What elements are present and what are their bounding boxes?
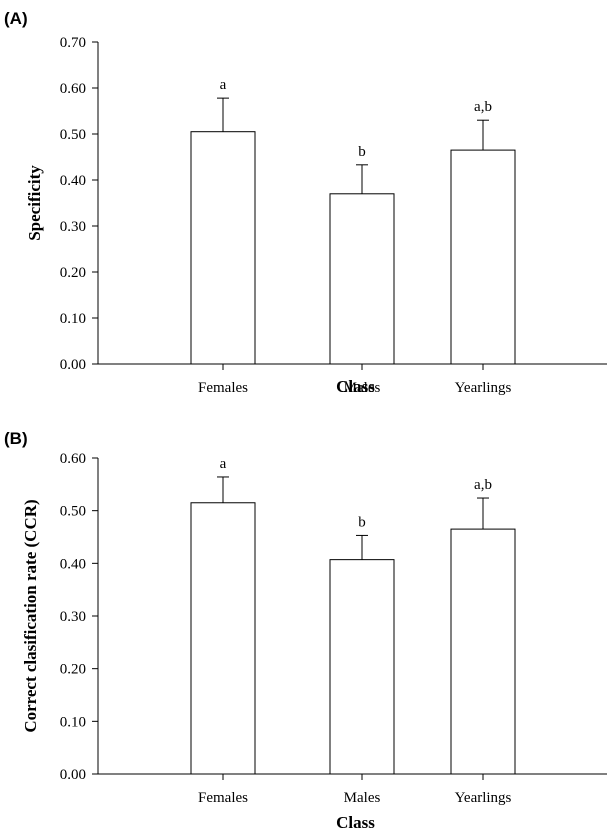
- y-tick-label: 0.30: [60, 219, 86, 235]
- x-tick-label: Females: [198, 380, 248, 396]
- panel-b-ccr-chart: (B) 0.00 0.10 0.20 0.30 0.40 0.50 0.60 a Females b…: [4, 429, 607, 832]
- y-tick-label: 0.70: [60, 35, 86, 51]
- y-tick-label: 0.20: [60, 265, 86, 281]
- x-tick-label: Yearlings: [455, 790, 512, 806]
- x-tick-label: Males: [344, 380, 381, 396]
- bar-females: [190, 131, 256, 365]
- bar-yearlings: [450, 528, 516, 775]
- panel-a-specificity-chart: (A) 0.00 0.10 0.20 0.30 0.40 0.50 0.60 0.70 a Fema…: [4, 9, 607, 396]
- x-tick-label: Females: [198, 790, 248, 806]
- x-axis-title: Class: [336, 377, 375, 396]
- y-tick-label: 0.50: [60, 127, 86, 143]
- significance-label: a: [220, 77, 227, 93]
- y-tick-label: 0.50: [60, 504, 86, 520]
- significance-label: b: [358, 514, 366, 530]
- y-axis-title: Specificity: [25, 165, 44, 241]
- y-tick-label: 0.00: [60, 357, 86, 373]
- panel-label: (B): [4, 429, 28, 448]
- significance-label: b: [358, 144, 366, 160]
- y-tick-label: 0.40: [60, 556, 86, 572]
- bar-females: [190, 502, 256, 775]
- y-tick-label: 0.00: [60, 767, 86, 783]
- y-tick-label: 0.10: [60, 311, 86, 327]
- significance-label: a,b: [474, 99, 492, 115]
- x-axis-title: Class: [336, 813, 375, 832]
- y-tick-label: 0.40: [60, 173, 86, 189]
- bar-males: [329, 559, 395, 775]
- bar-yearlings: [450, 149, 516, 365]
- y-tick-label: 0.30: [60, 609, 86, 625]
- y-tick-label: 0.20: [60, 662, 86, 678]
- significance-label: a,b: [474, 477, 492, 493]
- panel-label: (A): [4, 9, 28, 28]
- y-tick-label: 0.60: [60, 451, 86, 467]
- x-tick-label: Males: [344, 790, 381, 806]
- x-tick-label: Yearlings: [455, 380, 512, 396]
- y-tick-label: 0.10: [60, 714, 86, 730]
- y-tick-label: 0.60: [60, 81, 86, 97]
- bar-males: [329, 193, 395, 365]
- y-axis-title: Correct clasification rate (CCR): [21, 499, 40, 732]
- significance-label: a: [220, 456, 227, 472]
